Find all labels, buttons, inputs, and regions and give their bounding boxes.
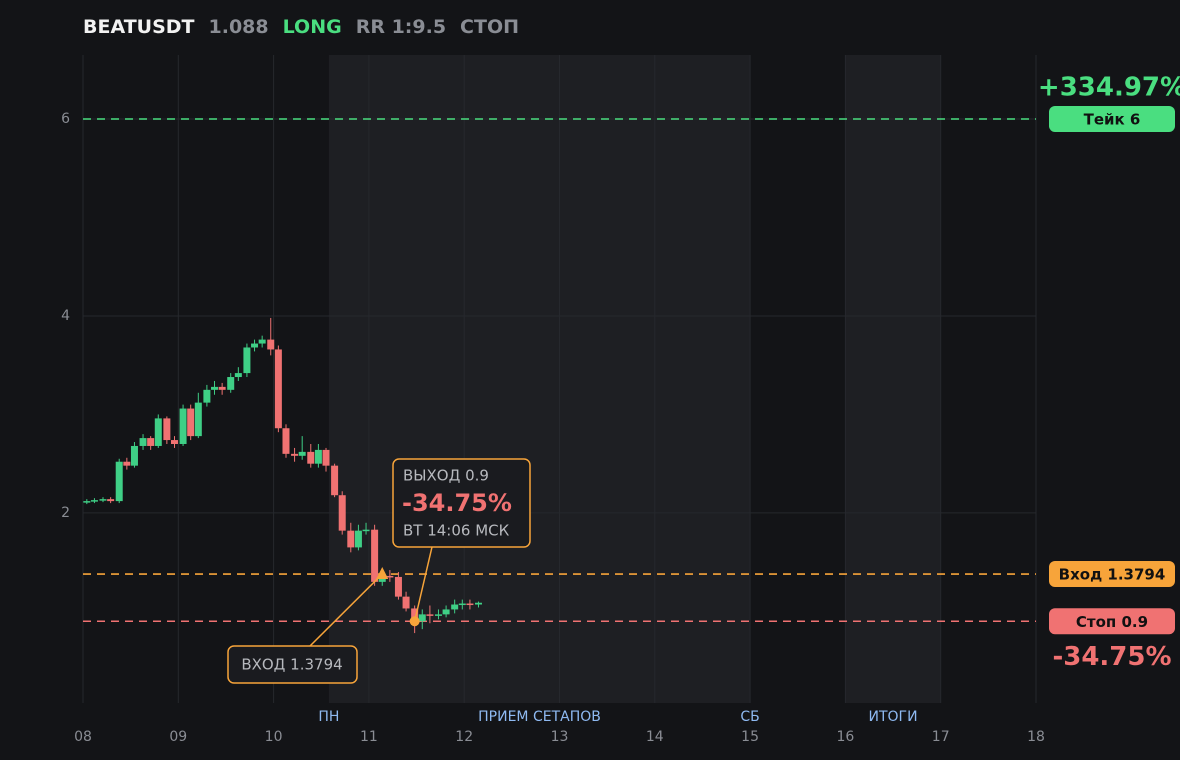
x-tick-label: 13 — [551, 729, 569, 745]
x-tick-label: 16 — [836, 729, 854, 745]
side: LONG — [282, 16, 342, 38]
x-tick-label: 14 — [646, 729, 664, 745]
candle-body — [163, 418, 171, 441]
candle-body — [267, 339, 275, 350]
session-band — [845, 55, 941, 703]
header: BEATUSDT 1.088 LONG RR 1:9.5 СТОП — [83, 16, 519, 38]
candle-body — [434, 614, 442, 616]
x-tick-label: 08 — [74, 729, 92, 745]
x-tick-label: 10 — [265, 729, 283, 745]
candle-body — [227, 377, 235, 390]
candle-body — [258, 339, 266, 344]
candle-body — [130, 445, 138, 466]
exit-pct: -34.75% — [402, 489, 512, 517]
candle-body — [147, 438, 155, 446]
candle-body — [298, 451, 306, 456]
candle-body — [314, 449, 322, 464]
candle-body — [322, 449, 330, 466]
status: СТОП — [460, 16, 520, 38]
exit-box — [392, 458, 531, 548]
level-badge — [1049, 106, 1175, 133]
candle-body — [115, 461, 123, 502]
x-tick-label: 12 — [455, 729, 473, 745]
candle-body — [394, 576, 402, 597]
callout-line — [413, 546, 433, 622]
session-label: ИТОГИ — [869, 709, 918, 725]
candle-body — [378, 575, 386, 582]
x-tick-label: 15 — [741, 729, 759, 745]
candle-body — [83, 501, 91, 503]
candle-body — [154, 418, 162, 446]
candle-body — [402, 596, 410, 609]
candle-body — [362, 529, 370, 532]
level-badge — [1049, 561, 1175, 588]
level-pct: +334.97% — [1038, 73, 1180, 103]
candle-body — [139, 438, 147, 446]
candle-body — [282, 428, 290, 454]
exit-marker — [409, 616, 420, 627]
candle-body — [234, 373, 242, 378]
level-label: Тейк 6 — [1084, 111, 1141, 129]
candle-body — [338, 495, 346, 531]
candle-body — [194, 402, 202, 437]
candle-body — [251, 343, 259, 348]
candle-body — [211, 386, 219, 390]
candle-body — [274, 349, 282, 429]
level-pct: -34.75% — [1052, 642, 1171, 672]
candle-body — [442, 609, 450, 615]
rr: RR 1:9.5 — [355, 16, 447, 38]
y-tick-label: 2 — [61, 505, 70, 521]
candle-body — [90, 500, 98, 502]
candle-body — [170, 440, 178, 444]
x-tick-label: 11 — [360, 729, 378, 745]
candle-body — [331, 465, 339, 496]
candle-body — [474, 602, 482, 605]
candle-body — [371, 529, 379, 582]
session-label: СБ — [740, 709, 759, 725]
candle-body — [347, 530, 355, 548]
y-tick-label: 4 — [61, 308, 70, 324]
candle-body — [458, 603, 466, 606]
candle-body — [203, 389, 211, 403]
candle-body — [386, 575, 394, 578]
candle-body — [107, 499, 115, 502]
session-band — [328, 55, 751, 703]
candle-body — [354, 530, 362, 548]
entry-marker — [376, 567, 389, 580]
candle-body — [123, 461, 131, 466]
entry-text: ВХОД 1.3794 — [241, 656, 342, 674]
candle-body — [307, 451, 315, 464]
symbol: BEATUSDT — [83, 16, 195, 38]
y-tick-label: 6 — [61, 111, 70, 127]
level-badge — [1049, 608, 1175, 635]
candle-body — [466, 603, 474, 606]
exit-title: ВЫХОД 0.9 — [403, 467, 489, 485]
session-label: ПРИЕМ СЕТАПОВ — [478, 709, 601, 725]
x-tick-label: 09 — [169, 729, 187, 745]
candle-body — [411, 608, 419, 622]
candle-body — [99, 499, 107, 501]
entry-box — [227, 645, 358, 684]
level-label: Стоп 0.9 — [1076, 613, 1148, 631]
candle-body — [418, 614, 426, 622]
candle-body — [218, 386, 226, 390]
candle-body — [187, 408, 195, 437]
candle-body — [179, 408, 187, 444]
candle-body — [243, 347, 251, 374]
candle-body — [426, 614, 434, 616]
x-tick-label: 17 — [932, 729, 950, 745]
x-tick-label: 18 — [1027, 729, 1045, 745]
price: 1.088 — [208, 16, 269, 38]
candle-body — [451, 604, 459, 610]
session-label: ПН — [318, 709, 339, 725]
exit-time: ВТ 14:06 МСК — [403, 522, 510, 540]
level-label: Вход 1.3794 — [1059, 566, 1166, 584]
candle-body — [291, 453, 299, 456]
callout-line — [309, 573, 383, 647]
